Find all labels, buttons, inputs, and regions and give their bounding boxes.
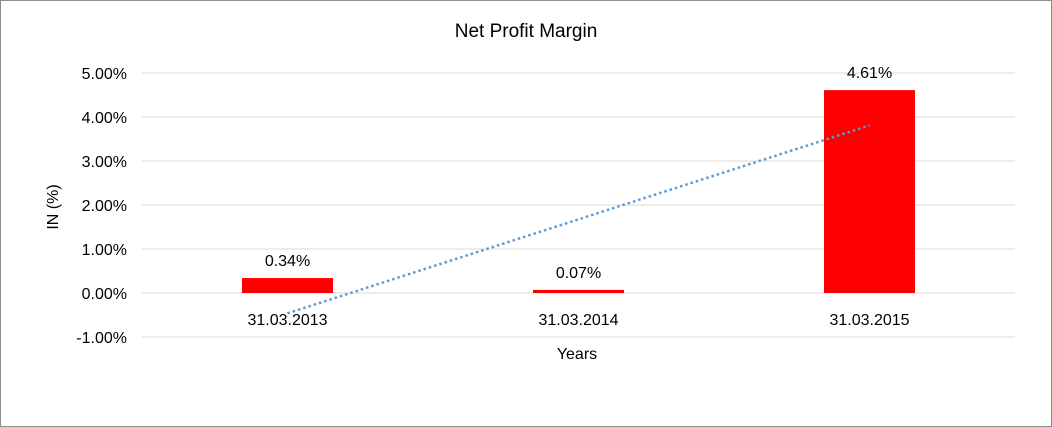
trendline-group xyxy=(287,124,870,315)
bar xyxy=(242,278,333,293)
x-axis-ticks: 31.03.2013 31.03.2014 31.03.2015 xyxy=(247,312,909,329)
chart-title: Net Profit Margin xyxy=(455,21,598,42)
x-tick-label: 31.03.2015 xyxy=(829,312,909,329)
data-label: 0.34% xyxy=(265,253,310,270)
y-tick-label: 4.00% xyxy=(82,110,127,127)
bar xyxy=(533,289,624,293)
y-tick-label: 1.00% xyxy=(82,242,127,259)
data-labels: 0.34% 0.07% 4.61% xyxy=(265,65,892,282)
y-tick-label: -1.00% xyxy=(76,330,127,347)
y-axis-ticks: 5.00% 4.00% 3.00% 2.00% 1.00% 0.00% -1.00% xyxy=(76,66,127,347)
y-tick-label: 5.00% xyxy=(82,66,127,83)
data-label: 4.61% xyxy=(847,65,892,82)
y-tick-label: 0.00% xyxy=(82,286,127,303)
y-tick-label: 3.00% xyxy=(82,154,127,171)
y-axis-label: IN (%) xyxy=(45,184,62,229)
x-axis-label: Years xyxy=(557,346,597,363)
bar xyxy=(824,90,915,293)
bars xyxy=(242,90,915,293)
x-tick-label: 31.03.2013 xyxy=(247,312,327,329)
data-label: 0.07% xyxy=(556,265,601,282)
trendline xyxy=(287,124,870,315)
x-tick-label: 31.03.2014 xyxy=(538,312,618,329)
y-tick-label: 2.00% xyxy=(82,198,127,215)
